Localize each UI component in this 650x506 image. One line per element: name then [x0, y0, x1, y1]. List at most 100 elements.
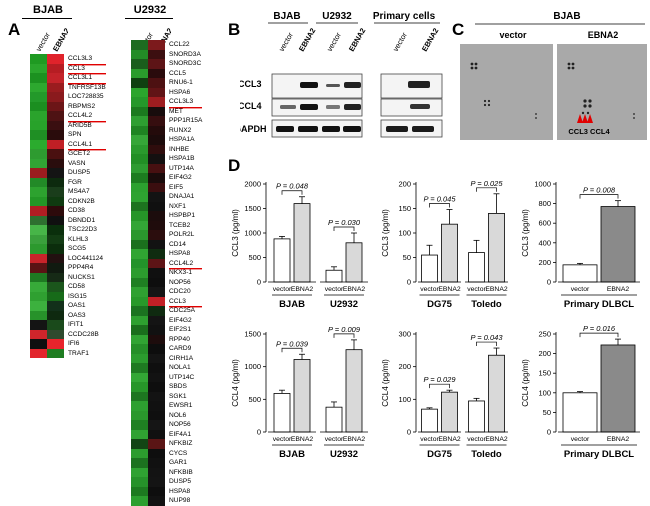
heatmap-row: PPP4R4: [30, 263, 106, 273]
heatmap-row: OAS3: [30, 310, 106, 320]
heatmap-gene-label: DNAJA1: [169, 193, 195, 200]
heatmap-cell-vector: [131, 353, 148, 363]
significance-bracket: [579, 332, 619, 338]
heatmap-cell-ebna2: [148, 163, 165, 173]
array-spots-vector: [470, 62, 537, 119]
heatmap-row: HSPA8: [131, 486, 202, 496]
heatmap-cell-ebna2: [47, 158, 64, 168]
group-label: BJAB: [279, 299, 305, 310]
heatmap-u2932-title: U2932: [133, 4, 167, 16]
y-tick-label: 0: [257, 278, 261, 287]
heatmap-gene-label: TSC22D3: [68, 226, 97, 233]
heatmap-gene-label: NOP56: [169, 421, 191, 428]
array-label-ebna2: EBNA2: [588, 30, 619, 40]
heatmap-cell-ebna2: [47, 196, 64, 206]
heatmap-row: ISG15: [30, 291, 106, 301]
heatmap-cell-vector: [131, 192, 148, 202]
heatmap-row: CCL5: [131, 68, 202, 78]
heatmap-cell-vector: [131, 201, 148, 211]
heatmap-cell-ebna2: [47, 282, 64, 292]
heatmap-cell-ebna2: [47, 63, 64, 73]
heatmap-row: CCL3: [131, 296, 202, 307]
y-tick-label: 150: [538, 369, 551, 378]
heatmap-cell-ebna2: [148, 467, 165, 477]
y-tick-label: 400: [538, 238, 551, 247]
heatmap-cell-vector: [30, 339, 47, 349]
p-value: P = 0.025: [470, 179, 503, 188]
significance-bracket: [281, 347, 303, 353]
heatmap-cell-ebna2: [148, 477, 165, 487]
heatmap-row: NKX3-1: [131, 268, 202, 278]
chart-ccl3-primary: 0 200 400 600 800 1000 CCL3 (pg/ml) P = 0.008 ve…: [521, 180, 640, 310]
p-value: P = 0.016: [583, 324, 616, 333]
heatmap-cell-ebna2: [47, 339, 64, 349]
heatmap-row: SGK1: [131, 391, 202, 401]
heatmap-gene-label: CARD9: [169, 345, 192, 352]
heatmap-cell-vector: [131, 78, 148, 88]
array-title: BJAB: [553, 11, 580, 22]
heatmap-cell-vector: [131, 277, 148, 287]
heatmap-cell-vector: [131, 325, 148, 335]
heatmap-cell-vector: [131, 363, 148, 373]
heatmap-cell-ebna2: [148, 334, 165, 344]
heatmap-cell-ebna2: [148, 296, 165, 306]
heatmap-row: CIRH1A: [131, 353, 202, 363]
heatmap-cell-ebna2: [148, 439, 165, 449]
heatmap-gene-label: HSPA6: [169, 88, 191, 96]
heatmap-cell-ebna2: [47, 253, 64, 263]
heatmap-gene-label: SGK1: [169, 392, 187, 400]
x-category-label: EBNA2: [607, 286, 630, 293]
heatmap-gene-label: NUP98: [169, 497, 191, 504]
heatmap-row: DUSP5: [30, 168, 106, 178]
heatmap-cell-ebna2: [148, 353, 165, 363]
heatmap-cell-vector: [131, 268, 148, 278]
heatmap-row: CD14: [131, 239, 202, 249]
x-category-label: EBNA2: [607, 436, 630, 443]
heatmap-cell-vector: [30, 320, 47, 330]
heatmap-cell-ebna2: [148, 125, 165, 135]
blot-group-primary: Primary cells: [373, 11, 436, 22]
heatmap-gene-label: HSPA1A: [169, 136, 195, 143]
bar-ebna2: [441, 391, 458, 433]
heatmap-cell-vector: [131, 49, 148, 59]
heatmap-cell-ebna2: [47, 215, 64, 225]
heatmap-row: SPN: [30, 130, 106, 140]
blot-strip-gapdh-primary: [380, 119, 443, 138]
significance-bracket: [429, 203, 450, 208]
x-category-label: vector: [467, 286, 486, 293]
heatmap-cell-vector: [131, 182, 148, 192]
heatmap-row: CD58: [30, 282, 106, 292]
heatmap-cell-ebna2: [148, 59, 165, 69]
heatmap-cell-ebna2: [47, 120, 64, 130]
blot-band: [344, 82, 361, 88]
heatmap-cell-vector: [30, 139, 47, 149]
bar-vector: [562, 264, 598, 283]
heatmap-gene-label: CCDC28B: [68, 330, 99, 338]
heatmap-row: NXF1: [131, 201, 202, 211]
heatmap-gene-label: CCL3: [169, 297, 202, 307]
heatmap-cell-ebna2: [148, 239, 165, 249]
y-tick-label: 1000: [534, 180, 551, 189]
heatmap-cell-vector: [131, 467, 148, 477]
chart-ccl4-primary: 0 50 100 150 200 250 CCL4 (pg/ml) P = 0.016 vect…: [521, 324, 640, 460]
array-spots-ebna2: [567, 62, 635, 119]
bar-vector: [562, 392, 598, 433]
x-category-label: vector: [273, 286, 292, 293]
heatmap-cell-vector: [131, 211, 148, 221]
heatmap-cell-ebna2: [148, 382, 165, 392]
heatmap-gene-label: LOC728835: [68, 93, 104, 100]
bar-vector: [325, 269, 343, 283]
x-category-label: EBNA2: [485, 436, 508, 443]
heatmap-row: LOC728835: [30, 92, 106, 102]
p-value: P = 0.045: [423, 194, 456, 203]
heatmap-gene-label: CCL3L3: [169, 97, 202, 107]
heatmap-cell-vector: [30, 158, 47, 168]
heatmap-row: NOP56: [131, 420, 202, 430]
heatmap-gene-label: CCL4L2: [68, 111, 106, 121]
lane-label: EBNA2: [420, 26, 441, 53]
bar-vector: [421, 408, 438, 433]
heatmap-cell-ebna2: [47, 310, 64, 320]
group-label: Primary DLBCL: [564, 299, 634, 310]
heatmap-gene-label: HSPA8: [169, 487, 191, 495]
y-tick-label: 2000: [244, 180, 261, 189]
